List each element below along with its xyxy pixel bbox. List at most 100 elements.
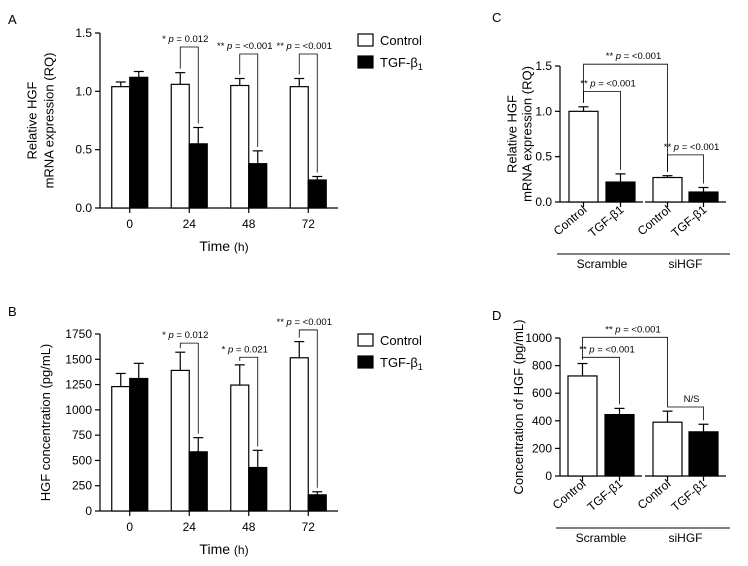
- panel-b-sig-1-stars: *: [222, 344, 228, 355]
- panel-b-ytick-label-5: 1250: [65, 378, 92, 392]
- panel-b-ytick-label-4: 1000: [65, 403, 92, 417]
- panel-c-ytick-label-0: 0.0: [535, 195, 552, 209]
- panel-d-bracket-0: [582, 336, 668, 408]
- panel-a-sig-0-stars: *: [162, 34, 168, 45]
- panel-b-xtick-label-1: 24: [183, 520, 197, 534]
- panel-b-bracket-0: [179, 342, 199, 434]
- panel-a-bar-0-2: [230, 84, 250, 209]
- panel-b-sig-2-p: p: [286, 317, 292, 328]
- panel-b-legend-label-0: Control: [380, 333, 422, 348]
- panel-d-ylabel-0: Concentration of HGF (pg/mL): [511, 320, 526, 495]
- panel-d-ytick-label-4: 800: [532, 359, 552, 373]
- panel-d-sig-0-pval: = <0.001: [621, 324, 661, 335]
- panel-c-ylabel-1: mRNA expression (RQ): [520, 66, 535, 202]
- panel-a-sig-2-p: p: [286, 41, 292, 52]
- panel-c-bracket-1: [583, 90, 621, 170]
- panel-b-xtick-label-2: 48: [242, 520, 256, 534]
- panel-c-sig-1: ** p = <0.001: [580, 78, 636, 89]
- panel-a-bar-1-2: [248, 163, 268, 209]
- panel-c-sig-0: ** p = <0.001: [606, 51, 662, 62]
- panel-d-bar-1: [604, 413, 635, 477]
- panel-b-bracket-2: [298, 329, 318, 488]
- panel-a-legend-swatch-1: [357, 55, 374, 69]
- panel-a-bar-1-3: [307, 179, 327, 209]
- panel-c-sig-2-p: p: [673, 142, 679, 153]
- panel-a-bracket-2: [298, 53, 318, 173]
- panel-a-bar-1-0: [129, 76, 149, 209]
- panel-c-sig-1-p: p: [589, 78, 595, 89]
- panel-b-ytick-label-7: 1750: [65, 327, 92, 341]
- panel-a-sig-0: * p = 0.012: [162, 34, 208, 45]
- panel-a-legend-sub-1: 1: [418, 62, 423, 72]
- panel-d-sig-0-p: p: [614, 324, 620, 335]
- panel-b-ylabel-0: HGF concentration (pg/mL): [38, 344, 53, 502]
- panel-a-ylabel-1: mRNA expression (RQ): [42, 53, 57, 189]
- panel-a-sig-1-stars: **: [217, 41, 227, 52]
- panel-a-ytick-label-2: 1.0: [75, 84, 92, 98]
- panel-a-sig-2-stars: **: [277, 41, 287, 52]
- panel-a-sig-1: ** p = <0.001: [217, 41, 273, 52]
- panel-a-xlabel-unit: (h): [234, 240, 249, 254]
- panel-b-xlabel: Time (h): [199, 541, 248, 557]
- panel-c-bracket-2: [667, 154, 704, 184]
- panel-b-bar-1-3: [307, 494, 327, 512]
- panel-d-sig-2: N/S: [684, 394, 700, 405]
- panel-b-letter: B: [8, 304, 17, 319]
- panel-d-sig-0: ** p = <0.001: [605, 324, 661, 335]
- panel-b-ytick-label-6: 1500: [65, 352, 92, 366]
- panel-b-xtick-label-3: 72: [302, 520, 316, 534]
- panel-b-bar-1-0: [129, 377, 149, 512]
- panel-c-bracket-0: [583, 63, 668, 172]
- panel-a-letter: A: [8, 12, 17, 27]
- panel-a-ytick-label-1: 0.5: [75, 143, 92, 157]
- panel-a-bar-0-3: [289, 86, 309, 209]
- panel-a-xtick-label-0: 0: [126, 217, 133, 231]
- panel-c-bar-0: [568, 110, 599, 203]
- panel-c-sig-0-pval: = <0.001: [621, 51, 661, 62]
- panel-c-bar-1: [605, 181, 636, 203]
- panel-a-sig-1-pval: = <0.001: [232, 41, 272, 52]
- panel-d-ytick-label-5: 1000: [525, 331, 552, 345]
- panel-b-sig-0-stars: *: [162, 330, 168, 341]
- panel-b-bar-0-2: [230, 384, 250, 512]
- panel-a: A 0.0 0.5 1.0 1.5 0 24 48 72 Relative HGF mRNA exp…: [8, 12, 423, 254]
- panel-a-xlabel-title: Time: [199, 238, 233, 254]
- panel-b-ytick-label-0: 0: [85, 504, 92, 518]
- panel-a-ytick-label-0: 0.0: [75, 201, 92, 215]
- panel-d-sig-2-p: N/S: [684, 394, 700, 405]
- panel-d-xtick-label-3: TGF-β1: [669, 476, 710, 514]
- panel-c-xtick-label-2: Control: [635, 203, 674, 239]
- panel-c-xtick-label-0: Control: [551, 203, 590, 239]
- panel-b-bar-0-3: [289, 357, 309, 512]
- panel-c-ytick-label-2: 1.0: [535, 104, 552, 118]
- panel-b-xlabel-title: Time: [199, 541, 233, 557]
- panel-c-group-label-1: siHGF: [669, 257, 703, 271]
- panel-b-legend-swatch-1: [357, 355, 374, 369]
- panel-d-ytick-label-1: 200: [532, 441, 552, 455]
- panel-a-legend-text-1: TGF-β: [380, 55, 418, 70]
- panel-c-sig-2: ** p = <0.001: [664, 142, 720, 153]
- panel-a-legend-swatch-0: [357, 33, 374, 47]
- panel-d-xtick-label-2: Control: [635, 477, 674, 513]
- panel-c-xtick-label-1: TGF-β1: [586, 202, 627, 240]
- panel-d-ytick-label-3: 600: [532, 386, 552, 400]
- panel-a-bracket-0: [179, 46, 199, 124]
- panel-b-xtick-label-0: 0: [126, 520, 133, 534]
- panel-a-ytick-label-3: 1.5: [75, 26, 92, 40]
- panel-b-ytick-label-2: 500: [72, 453, 92, 467]
- panel-b-sig-1: * p = 0.021: [222, 344, 268, 355]
- panel-a-sig-2-pval: = <0.001: [292, 41, 332, 52]
- panel-d-bar-2: [652, 421, 683, 477]
- panel-c-ylabel-0: Relative HGF: [505, 95, 520, 173]
- panel-d-sig-1-p: p: [588, 344, 594, 355]
- panel-c-xtick-label-3: TGF-β1: [669, 202, 710, 240]
- panel-b-sig-0-p: p: [167, 330, 173, 341]
- panel-b-sig-1-pval: = 0.021: [233, 344, 268, 355]
- panel-d-group-label-0: Scramble: [576, 531, 627, 545]
- panel-b-bar-0-1: [170, 369, 190, 512]
- panel-b-bracket-1: [239, 356, 259, 447]
- panel-b-xlabel-unit: (h): [234, 543, 249, 557]
